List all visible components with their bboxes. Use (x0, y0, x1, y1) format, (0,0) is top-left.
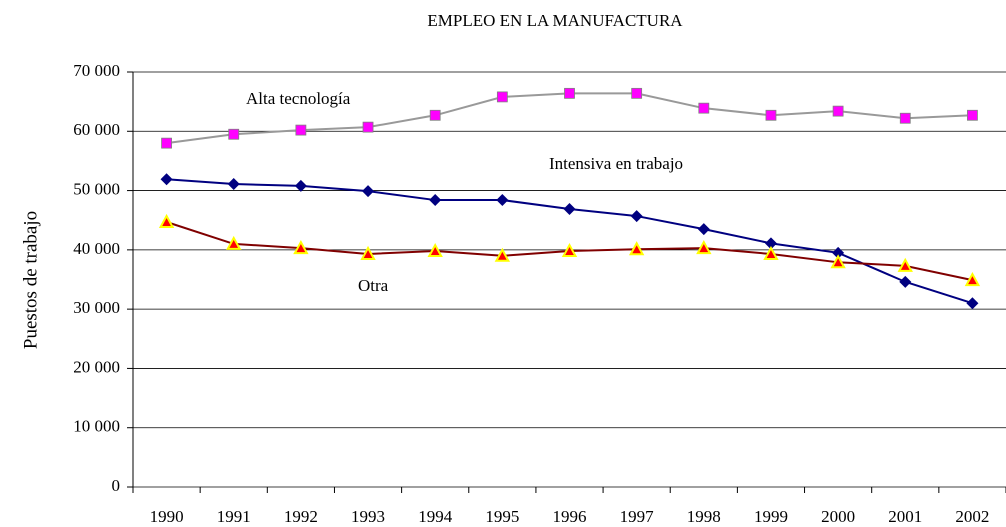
x-tick-label: 2002 (955, 507, 989, 526)
x-tick-label: 2000 (821, 507, 855, 526)
marker (696, 239, 712, 255)
y-tick-label: 70 000 (73, 61, 120, 80)
y-tick-label: 30 000 (73, 298, 120, 317)
marker (628, 241, 645, 256)
marker (764, 237, 777, 250)
series-label: Intensiva en trabajo (549, 154, 683, 173)
marker (362, 121, 374, 133)
marker (228, 128, 240, 140)
y-tick-label: 60 000 (73, 120, 120, 139)
marker (494, 247, 511, 262)
marker (227, 178, 240, 191)
marker (427, 242, 443, 258)
marker (496, 91, 508, 103)
marker (496, 194, 509, 207)
series-label: Alta tecnología (246, 89, 351, 108)
marker (763, 245, 779, 261)
chart-title: EMPLEO EN LA MANUFACTURA (427, 11, 683, 30)
marker (631, 87, 643, 99)
marker (765, 109, 777, 121)
marker (429, 194, 442, 207)
x-tick-label: 1997 (620, 507, 655, 526)
y-tick-label: 40 000 (73, 239, 120, 258)
marker (698, 102, 710, 114)
y-tick-label: 10 000 (73, 417, 120, 436)
marker (294, 179, 307, 192)
marker (158, 213, 175, 228)
marker (564, 87, 575, 99)
x-tick-label: 1996 (553, 507, 587, 526)
marker (830, 254, 846, 269)
y-tick-label: 50 000 (73, 179, 120, 198)
y-axis-label: Puestos de trabajo (20, 211, 41, 349)
marker (966, 297, 979, 310)
marker (967, 109, 978, 121)
series-label: Otra (358, 276, 389, 295)
marker (832, 105, 844, 117)
marker (561, 242, 578, 258)
x-tick-label: 1995 (485, 507, 519, 526)
marker (964, 272, 981, 287)
marker (899, 275, 912, 288)
x-tick-label: 1992 (284, 507, 318, 526)
marker (697, 223, 710, 236)
marker (899, 112, 911, 124)
marker (160, 173, 173, 186)
x-tick-label: 1993 (351, 507, 385, 526)
marker (429, 109, 441, 121)
x-tick-label: 1999 (754, 507, 788, 526)
x-tick-label: 1998 (687, 507, 721, 526)
series-line (166, 178, 973, 305)
x-tick-label: 1994 (418, 507, 453, 526)
x-tick-label: 2001 (888, 507, 922, 526)
marker (161, 137, 172, 149)
marker (897, 257, 913, 272)
marker (362, 185, 375, 198)
y-tick-label: 20 000 (73, 357, 120, 376)
marker (630, 210, 643, 223)
marker (360, 245, 376, 261)
x-tick-label: 1990 (150, 507, 184, 526)
marker (563, 202, 576, 215)
marker (293, 239, 309, 255)
y-tick-label: 0 (112, 476, 121, 495)
x-tick-label: 1991 (217, 507, 251, 526)
marker (226, 235, 242, 250)
marker (295, 124, 307, 136)
marker (832, 246, 845, 259)
